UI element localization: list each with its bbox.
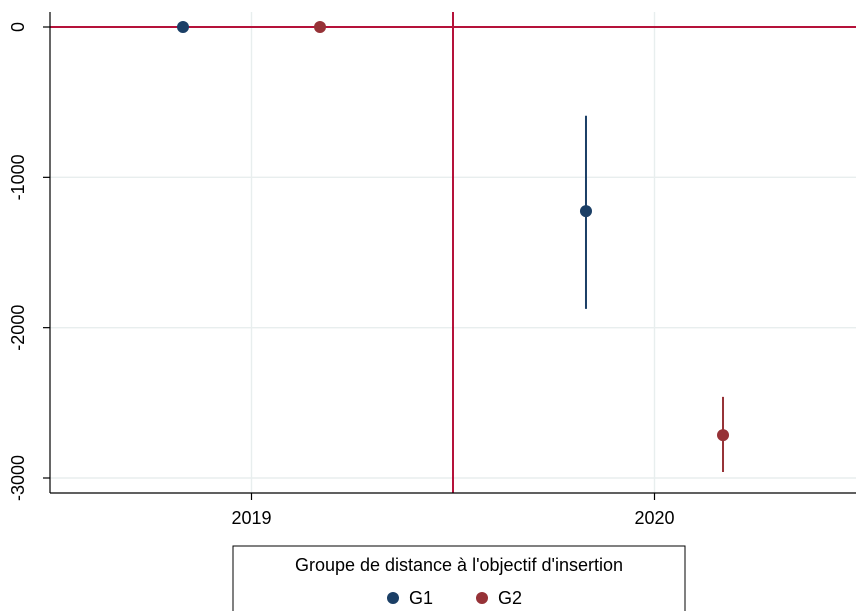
point-g1 bbox=[579, 205, 592, 218]
legend-marker-g2 bbox=[476, 592, 488, 604]
y-tick-label: -2000 bbox=[8, 305, 28, 351]
y-tick-label: 0 bbox=[8, 22, 28, 32]
point-g1 bbox=[176, 21, 189, 33]
legend-box bbox=[232, 545, 686, 611]
y-tick-label: -3000 bbox=[8, 455, 28, 501]
point-g2 bbox=[717, 429, 730, 442]
legend-marker-g1 bbox=[387, 592, 399, 604]
legend-title: Groupe de distance à l'objectif d'insert… bbox=[295, 555, 623, 575]
series bbox=[176, 21, 730, 472]
point-g2 bbox=[314, 21, 327, 33]
x-tick-label: 2020 bbox=[634, 508, 674, 528]
legend-label-g1: G1 bbox=[409, 588, 433, 608]
x-tick-label: 2019 bbox=[231, 508, 271, 528]
y-tick-label: -1000 bbox=[8, 154, 28, 200]
legend-label-g2: G2 bbox=[498, 588, 522, 608]
reference-lines bbox=[50, 12, 856, 493]
legend: Groupe de distance à l'objectif d'insert… bbox=[232, 545, 686, 611]
axes: 0 -1000 -2000 -3000 2019 2020 bbox=[8, 12, 856, 528]
